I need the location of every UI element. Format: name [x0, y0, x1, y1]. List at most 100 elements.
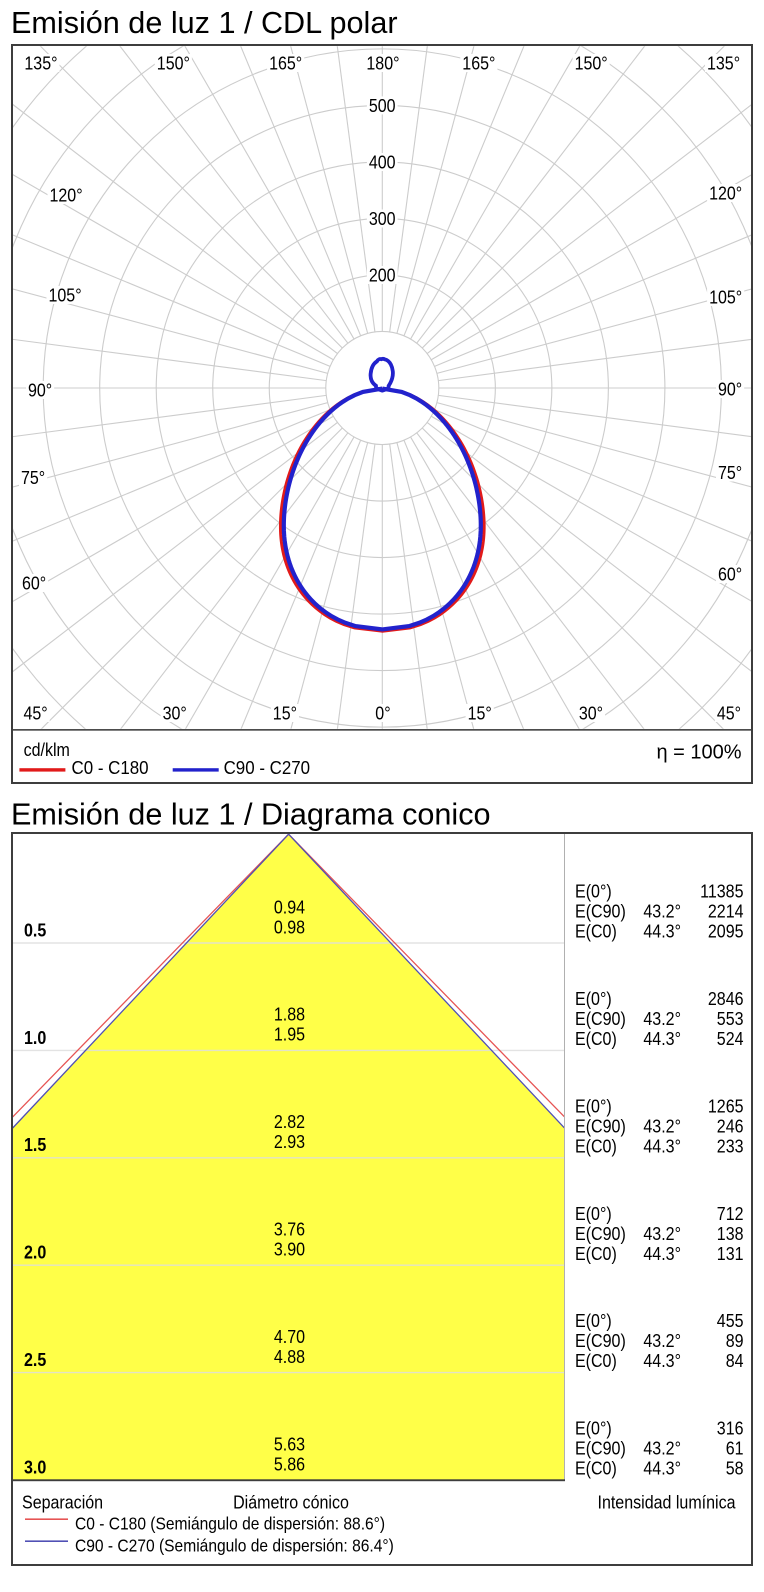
- svg-text:2.5: 2.5: [24, 1350, 46, 1370]
- svg-text:11385: 11385: [700, 882, 743, 902]
- svg-text:75°: 75°: [21, 468, 45, 488]
- svg-text:150°: 150°: [157, 54, 190, 74]
- svg-text:0.98: 0.98: [274, 917, 305, 937]
- svg-text:131: 131: [717, 1244, 744, 1264]
- svg-text:43.2°: 43.2°: [643, 1331, 681, 1351]
- svg-text:135°: 135°: [24, 54, 57, 74]
- svg-text:1.88: 1.88: [274, 1005, 305, 1025]
- svg-text:0.94: 0.94: [274, 897, 305, 917]
- svg-text:5.63: 5.63: [274, 1434, 305, 1454]
- svg-text:180°: 180°: [366, 54, 399, 74]
- svg-text:60°: 60°: [22, 574, 46, 594]
- svg-text:43.2°: 43.2°: [643, 1009, 681, 1029]
- svg-text:246: 246: [717, 1116, 744, 1136]
- svg-text:2846: 2846: [708, 989, 744, 1009]
- svg-text:84: 84: [726, 1351, 744, 1371]
- svg-text:524: 524: [717, 1029, 744, 1049]
- svg-text:60°: 60°: [718, 565, 742, 585]
- svg-text:44.3°: 44.3°: [643, 1244, 681, 1264]
- svg-text:1.0: 1.0: [24, 1028, 46, 1048]
- svg-text:C0 - C180: C0 - C180: [72, 758, 149, 778]
- svg-text:1265: 1265: [708, 1096, 744, 1116]
- svg-text:45°: 45°: [24, 704, 48, 724]
- svg-text:E(C90): E(C90): [575, 1439, 626, 1459]
- svg-text:4.88: 4.88: [274, 1347, 305, 1367]
- svg-text:E(C90): E(C90): [575, 1116, 626, 1136]
- svg-text:E(C0): E(C0): [575, 1351, 617, 1371]
- svg-text:1.95: 1.95: [274, 1025, 305, 1045]
- svg-text:165°: 165°: [462, 54, 495, 74]
- svg-text:553: 553: [717, 1009, 744, 1029]
- svg-text:3.90: 3.90: [274, 1240, 305, 1260]
- svg-text:43.2°: 43.2°: [643, 1224, 681, 1244]
- svg-text:4.70: 4.70: [274, 1327, 305, 1347]
- svg-text:58: 58: [726, 1459, 744, 1479]
- svg-text:43.2°: 43.2°: [643, 1116, 681, 1136]
- svg-text:3.76: 3.76: [274, 1220, 305, 1240]
- svg-text:2214: 2214: [708, 902, 744, 922]
- svg-text:E(0°): E(0°): [575, 989, 612, 1009]
- svg-text:cd/klm: cd/klm: [24, 740, 70, 760]
- svg-text:712: 712: [717, 1204, 744, 1224]
- svg-text:400: 400: [369, 153, 396, 173]
- svg-text:E(C90): E(C90): [575, 1009, 626, 1029]
- svg-text:165°: 165°: [269, 54, 302, 74]
- svg-text:233: 233: [717, 1136, 744, 1156]
- svg-text:455: 455: [717, 1311, 744, 1331]
- svg-text:2.82: 2.82: [274, 1112, 305, 1132]
- svg-text:E(0°): E(0°): [575, 1204, 612, 1224]
- svg-text:61: 61: [726, 1439, 744, 1459]
- svg-text:2.93: 2.93: [274, 1132, 305, 1152]
- svg-text:η = 100%: η = 100%: [657, 741, 742, 763]
- svg-text:E(0°): E(0°): [575, 1419, 612, 1439]
- svg-text:2.0: 2.0: [24, 1243, 46, 1263]
- svg-text:E(0°): E(0°): [575, 1096, 612, 1116]
- svg-text:105°: 105°: [49, 286, 82, 306]
- svg-text:120°: 120°: [709, 184, 742, 204]
- svg-text:43.2°: 43.2°: [643, 1439, 681, 1459]
- svg-text:15°: 15°: [468, 704, 492, 724]
- svg-text:316: 316: [717, 1419, 744, 1439]
- svg-text:1.5: 1.5: [24, 1135, 46, 1155]
- svg-text:30°: 30°: [163, 704, 187, 724]
- svg-text:300: 300: [369, 209, 396, 229]
- svg-text:5.86: 5.86: [274, 1454, 305, 1474]
- svg-text:E(C0): E(C0): [575, 1136, 617, 1156]
- svg-text:Intensidad lumínica: Intensidad lumínica: [598, 1493, 737, 1513]
- svg-text:3.0: 3.0: [24, 1457, 46, 1477]
- svg-text:89: 89: [726, 1331, 744, 1351]
- svg-text:120°: 120°: [50, 186, 83, 206]
- svg-text:E(C90): E(C90): [575, 902, 626, 922]
- svg-text:C90 - C270 (Semiángulo de disp: C90 - C270 (Semiángulo de dispersión: 86…: [75, 1535, 394, 1555]
- svg-text:E(0°): E(0°): [575, 1311, 612, 1331]
- svg-text:Emisión de luz 1 / Diagrama co: Emisión de luz 1 / Diagrama conico: [11, 797, 491, 831]
- svg-text:2095: 2095: [708, 922, 744, 942]
- svg-text:44.3°: 44.3°: [643, 922, 681, 942]
- svg-text:E(C0): E(C0): [575, 1029, 617, 1049]
- svg-text:Diámetro cónico: Diámetro cónico: [233, 1493, 349, 1513]
- svg-text:90°: 90°: [28, 381, 52, 401]
- svg-text:0°: 0°: [375, 704, 390, 724]
- svg-text:150°: 150°: [575, 54, 608, 74]
- svg-text:0.5: 0.5: [24, 920, 46, 940]
- svg-text:C90 - C270: C90 - C270: [224, 758, 311, 778]
- svg-text:Separación: Separación: [22, 1493, 103, 1513]
- svg-text:90°: 90°: [718, 380, 742, 400]
- svg-text:E(C90): E(C90): [575, 1224, 626, 1244]
- svg-text:44.3°: 44.3°: [643, 1029, 681, 1049]
- svg-text:E(0°): E(0°): [575, 882, 612, 902]
- svg-text:45°: 45°: [717, 704, 741, 724]
- svg-text:75°: 75°: [718, 463, 742, 483]
- svg-text:E(C90): E(C90): [575, 1331, 626, 1351]
- svg-text:Emisión de luz 1 / CDL polar: Emisión de luz 1 / CDL polar: [11, 6, 398, 40]
- svg-text:E(C0): E(C0): [575, 1459, 617, 1479]
- svg-text:44.3°: 44.3°: [643, 1459, 681, 1479]
- svg-text:135°: 135°: [707, 54, 740, 74]
- svg-text:15°: 15°: [273, 704, 297, 724]
- svg-text:30°: 30°: [579, 704, 603, 724]
- svg-text:105°: 105°: [709, 288, 742, 308]
- svg-text:43.2°: 43.2°: [643, 902, 681, 922]
- svg-text:138: 138: [717, 1224, 744, 1244]
- svg-text:44.3°: 44.3°: [643, 1351, 681, 1371]
- svg-text:500: 500: [369, 96, 396, 116]
